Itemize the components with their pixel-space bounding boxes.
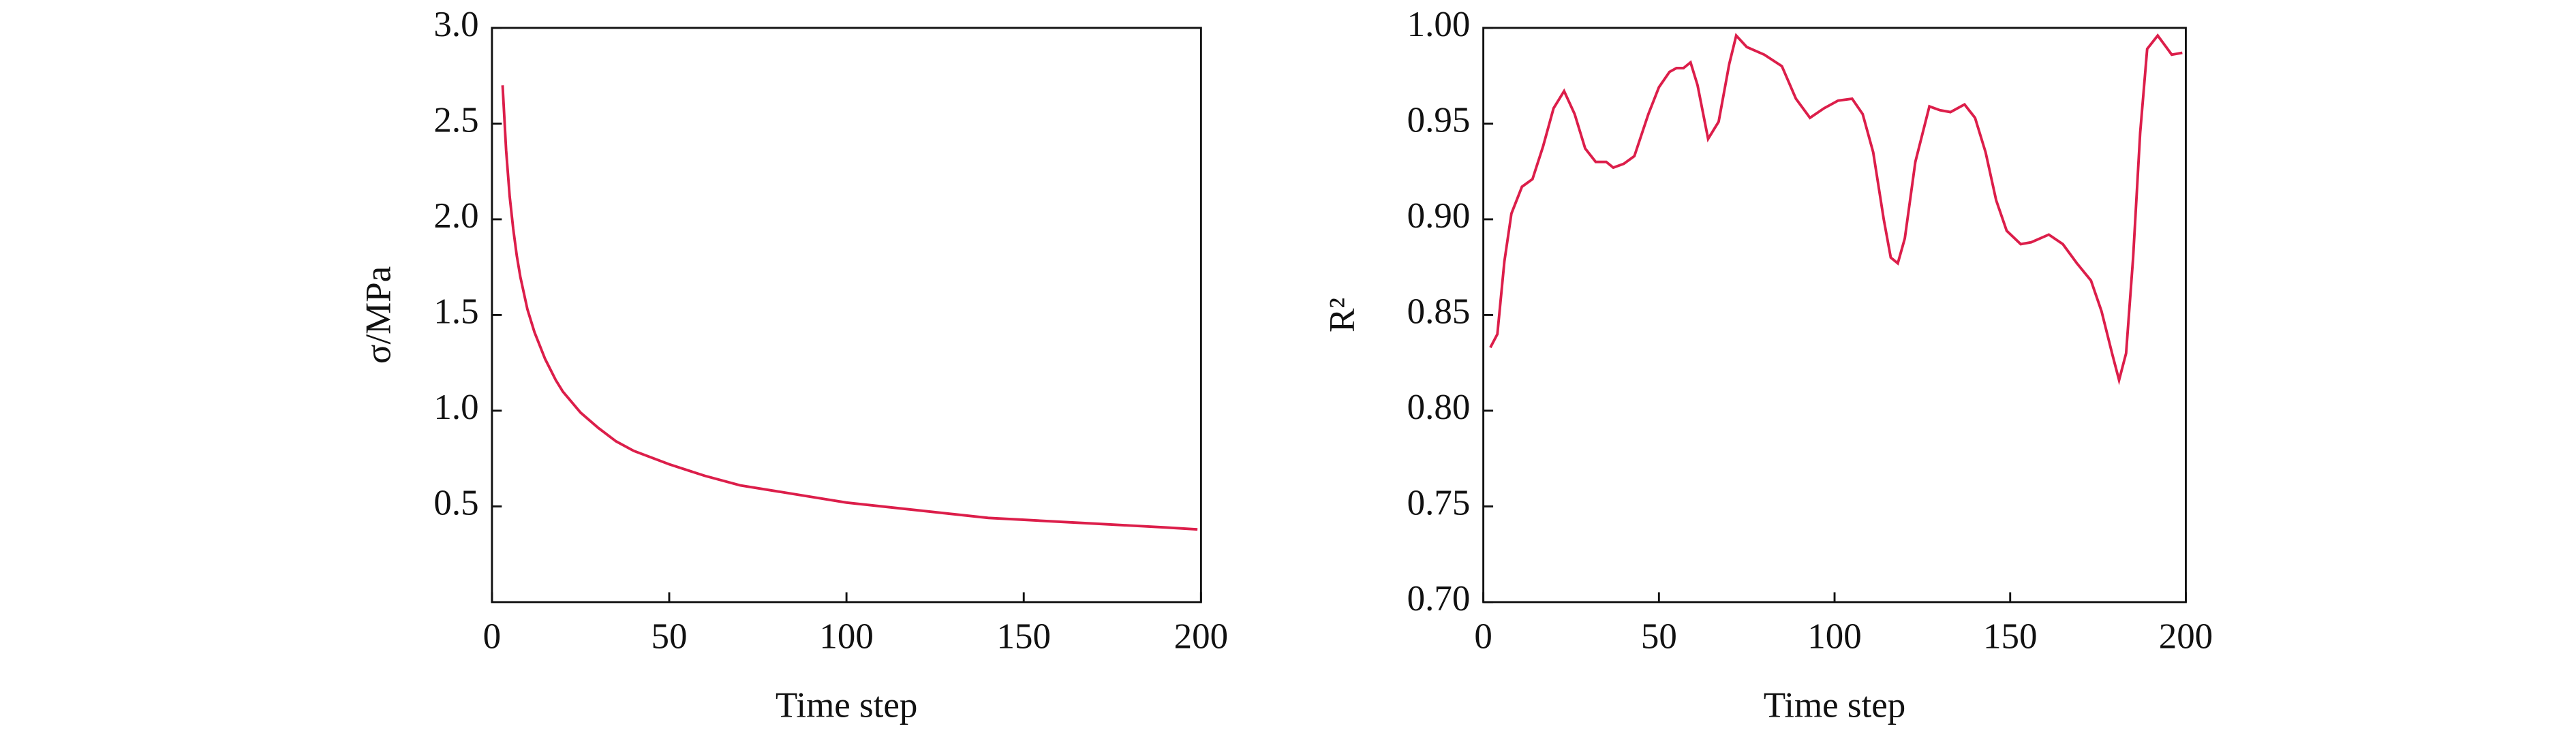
y-tick-label: 1.5 (433, 292, 478, 332)
data-line (501, 85, 1198, 531)
x-tick-label: 200 (2159, 616, 2213, 656)
y-tick-label: 0.85 (1407, 292, 1471, 332)
y-tick-label: 0.70 (1407, 579, 1471, 619)
x-tick-label: 200 (1174, 616, 1228, 656)
x-tick-label: 100 (819, 616, 873, 656)
y-tick-label: 1.0 (433, 388, 478, 427)
y-tick-label: 1.00 (1407, 5, 1471, 44)
y-tick-label: 2.0 (433, 196, 478, 236)
y-axis-label: σ/MPa (359, 266, 399, 364)
y-tick-label: 0.5 (433, 484, 478, 523)
x-axis-label: Time step (776, 686, 918, 725)
x-tick-label: 50 (1641, 616, 1677, 656)
x-tick-label: 150 (1983, 616, 2037, 656)
x-tick-label: 50 (651, 616, 688, 656)
y-tick-label: 0.80 (1407, 388, 1471, 427)
y-tick-label: 0.95 (1407, 101, 1471, 140)
x-tick-label: 150 (997, 616, 1051, 656)
y-axis-label: R² (1322, 298, 1362, 332)
x-tick-label: 0 (1474, 616, 1492, 656)
x-axis-label: Time step (1764, 686, 1906, 725)
x-tick-label: 100 (1807, 616, 1861, 656)
x-tick-label: 0 (483, 616, 501, 656)
data-line (1489, 33, 2183, 386)
y-tick-label: 2.5 (433, 101, 478, 140)
y-tick-label: 0.90 (1407, 196, 1471, 236)
plot-frame (491, 27, 1202, 604)
y-tick-label: 0.75 (1407, 484, 1471, 523)
y-tick-label: 3.0 (433, 5, 478, 44)
plot-frame (1482, 27, 2187, 604)
